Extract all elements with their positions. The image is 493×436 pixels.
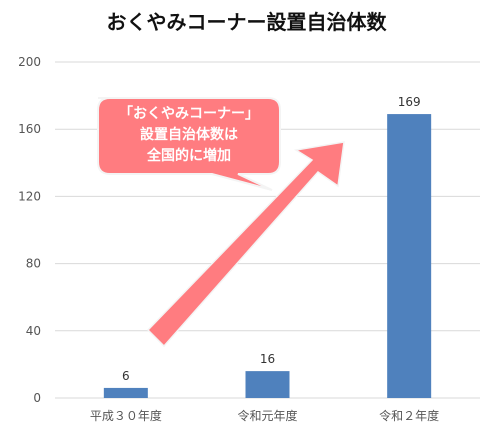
x-tick-label: 平成３０年度: [90, 408, 162, 423]
data-label: 169: [398, 95, 421, 109]
chart-title: おくやみコーナー設置自治体数: [106, 10, 387, 34]
callout-text: 全国的に増加: [146, 147, 231, 164]
callout-text: 「おくやみコーナー」: [119, 105, 259, 122]
bar: [103, 387, 148, 398]
x-tick-label: 令和元年度: [237, 408, 297, 423]
y-tick-label: 200: [18, 55, 41, 69]
bar: [245, 371, 290, 398]
trend-arrow: [146, 141, 345, 348]
callout-text: 設置自治体数は: [140, 126, 238, 143]
y-tick-label: 120: [18, 189, 41, 203]
y-tick-label: 160: [18, 122, 41, 136]
y-tick-label: 40: [26, 324, 41, 338]
bar: [387, 114, 432, 398]
y-tick-label: 0: [33, 391, 41, 405]
data-label: 16: [260, 352, 275, 366]
callout-bubble: [97, 97, 281, 191]
y-tick-label: 80: [26, 257, 41, 271]
x-tick-label: 令和２年度: [379, 408, 439, 423]
data-label: 6: [122, 369, 130, 383]
